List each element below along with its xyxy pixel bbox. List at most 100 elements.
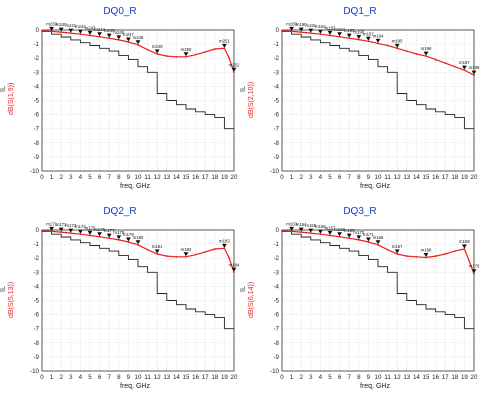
x-tick-label: 0	[280, 174, 284, 181]
data-point	[165, 55, 168, 57]
marker-triangle	[106, 233, 112, 238]
plot-svg: 0 1 2 3 4 5 6 7 8 9 10 11 12 13 14 15 16 17 18 19 200-1-2-3-…	[30, 21, 240, 181]
data-point	[473, 272, 475, 275]
data-point	[329, 234, 331, 237]
data-point	[281, 29, 283, 32]
x-tick-label: 7	[347, 374, 351, 381]
y-tick-label: -4	[273, 283, 279, 290]
x-tick-label: 14	[413, 174, 420, 181]
marker-label: m243	[85, 25, 96, 30]
data-point	[338, 235, 341, 238]
x-tick-label: 12	[154, 174, 161, 181]
series-line-measured	[41, 230, 235, 273]
marker-triangle	[289, 26, 294, 31]
data-point	[50, 230, 53, 233]
data-point	[377, 243, 379, 246]
marker-label: m252	[229, 62, 240, 67]
y-tick-label: 0	[36, 227, 40, 234]
y-tick-label: 0	[276, 27, 280, 34]
x-tick-label: 10	[375, 174, 382, 181]
x-tick-label: 20	[231, 174, 238, 181]
y-tick-label: -4	[33, 283, 39, 290]
marker-label: m246	[113, 30, 124, 35]
x-tick-label: 14	[173, 174, 180, 181]
marker-label: m241	[65, 23, 76, 28]
x-tick-label: 15	[423, 174, 430, 181]
y-tick-label: -6	[273, 312, 279, 319]
y-tick-label: -5	[273, 298, 279, 305]
x-tick-label: 1	[290, 174, 294, 181]
marker-label: m173	[65, 223, 76, 228]
marker-triangle	[154, 49, 160, 54]
series-line-spec	[42, 30, 234, 130]
marker-triangle	[394, 249, 400, 254]
marker-triangle	[87, 230, 93, 235]
data-point	[338, 35, 341, 38]
data-point	[213, 248, 216, 250]
y-tick-label: -9	[33, 154, 39, 161]
marker-label: m171	[363, 232, 374, 237]
data-point	[79, 233, 82, 236]
data-point	[117, 238, 120, 241]
data-point	[60, 231, 63, 234]
x-tick-label: 20	[471, 174, 478, 181]
marker-label: m177	[104, 228, 115, 233]
x-tick-label: 12	[394, 374, 401, 381]
data-point	[223, 47, 226, 50]
marker-label: m168	[421, 247, 432, 252]
x-axis-label: freq, GHz	[120, 383, 150, 390]
data-point	[444, 62, 447, 65]
marker-triangle	[337, 232, 342, 237]
marker-label: m189	[286, 21, 297, 26]
data-point	[69, 32, 72, 35]
data-point	[453, 65, 456, 68]
y-tick-label: -8	[33, 340, 39, 347]
data-point	[396, 47, 399, 50]
marker-triangle	[68, 228, 74, 233]
x-tick-label: 0	[280, 374, 284, 381]
marker-triangle	[423, 51, 429, 56]
x-tick-label: 8	[357, 374, 361, 381]
x-tick-label: 19	[461, 174, 468, 181]
data-point	[463, 248, 466, 250]
data-point	[357, 38, 360, 41]
data-point	[405, 255, 408, 257]
x-tick-label: 17	[442, 374, 449, 381]
data-point	[175, 255, 178, 258]
y-tick-label: -3	[273, 269, 279, 276]
marker-triangle	[375, 240, 381, 245]
x-tick-label: 4	[319, 174, 323, 181]
marker-label: m242	[75, 24, 86, 29]
x-tick-label: 8	[117, 174, 121, 181]
data-point	[41, 29, 43, 32]
y-tick-label: -1	[33, 41, 39, 48]
data-point	[98, 35, 101, 38]
x-tick-label: 3	[69, 174, 73, 181]
x-axis-label: freq, GHz	[360, 383, 390, 390]
data-point	[309, 232, 312, 235]
data-point	[108, 237, 111, 240]
data-point	[204, 50, 207, 53]
marker-triangle	[49, 226, 54, 231]
marker-triangle	[308, 28, 314, 33]
data-point	[348, 37, 351, 40]
x-tick-label: 19	[221, 374, 228, 381]
x-tick-label: 7	[347, 174, 351, 181]
x-tick-label: 18	[211, 374, 218, 381]
marker-triangle	[327, 230, 333, 235]
marker-label: m192	[315, 24, 326, 29]
marker-triangle	[471, 70, 477, 75]
data-point	[425, 256, 427, 259]
data-point	[117, 38, 120, 41]
x-tick-label: 2	[299, 374, 303, 381]
x-tick-label: 16	[192, 374, 199, 381]
data-point	[434, 255, 437, 257]
series-line-spec	[282, 230, 474, 330]
data-point	[468, 260, 471, 262]
plot-svg: 0 1 2 3 4 5 6 7 8 9 10 11 12 13 14 15 16 17 18 19 200-1-2-3-…	[270, 21, 480, 181]
y-tick-label: -2	[33, 55, 39, 62]
data-point	[300, 231, 303, 234]
y-tick-label: -9	[273, 354, 279, 361]
x-tick-label: 4	[319, 374, 323, 381]
